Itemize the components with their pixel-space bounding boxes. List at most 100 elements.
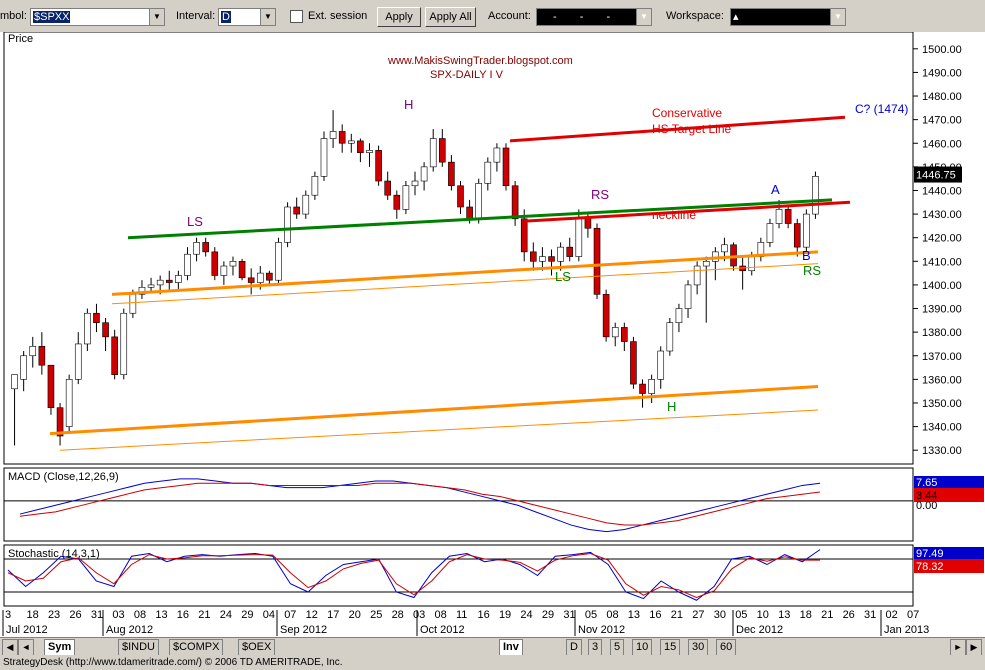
candle-body [812, 176, 819, 215]
y-tick-label: 1330.00 [922, 445, 962, 457]
apply-button[interactable]: Apply [377, 7, 421, 27]
candle-body [548, 256, 555, 262]
orange-lower-thin-line [59, 409, 819, 451]
x-tick-label: 03 [413, 609, 425, 621]
toolbar: mbol: $SPXX ▼ Interval: D ▼ Ext. session… [0, 0, 985, 33]
candle-body [38, 346, 46, 366]
x-month-label: Jan 2013 [884, 624, 929, 636]
interval-value: D [221, 11, 231, 23]
candle-body [639, 383, 646, 394]
candle-body [156, 279, 164, 286]
x-tick-label: 08 [606, 609, 618, 621]
candle-body [784, 209, 792, 224]
interval-combo[interactable]: D ▼ [218, 8, 276, 26]
candle-body [220, 265, 228, 276]
y-tick-label: 1430.00 [922, 209, 962, 221]
price-axis-label: Price [8, 33, 33, 45]
x-tick-label: 18 [26, 609, 38, 621]
tab-15[interactable]: 15 [660, 639, 681, 656]
candle-body [74, 343, 82, 380]
last-icon[interactable]: ▶ [966, 639, 982, 656]
candle-body [20, 355, 27, 380]
ext-session-checkbox[interactable] [290, 10, 303, 23]
candle-body [11, 374, 18, 390]
tab-indu[interactable]: $INDU [118, 639, 160, 656]
candle-body [211, 251, 219, 276]
candle-body [93, 312, 100, 323]
x-month-label: Aug 2012 [106, 624, 153, 636]
x-tick-label: 13 [155, 609, 167, 621]
annotation-conservative: Conservative [652, 106, 722, 120]
symbol-combo[interactable]: $SPXX ▼ [30, 8, 165, 26]
next-icon[interactable]: ► [950, 639, 966, 656]
candle-body [420, 166, 428, 182]
x-tick-label: 11 [456, 609, 467, 621]
x-month-label: Jul 2012 [6, 624, 48, 636]
candle-body [520, 218, 528, 253]
candle-body [320, 138, 328, 177]
orange-upper-line [111, 250, 819, 296]
candle-body [138, 286, 146, 295]
candle-body [347, 140, 355, 144]
x-tick-label: 19 [499, 609, 511, 621]
chevron-down-icon[interactable]: ▼ [149, 9, 164, 25]
candle-body [256, 272, 264, 283]
tab-5[interactable]: 5 [610, 639, 625, 656]
candle-body [247, 277, 255, 283]
candle-body [666, 322, 674, 352]
tab-compx[interactable]: $COMPX [169, 639, 224, 656]
account-label: Account: [488, 10, 531, 22]
first-icon[interactable]: ◀ [2, 639, 18, 656]
candle-body [575, 218, 583, 257]
candle-body [84, 312, 91, 345]
macd-signal-line [19, 482, 821, 526]
candle-body [457, 185, 464, 208]
macd-pane-border [3, 467, 914, 542]
candle-body [648, 379, 655, 394]
x-tick-label: 16 [177, 609, 189, 621]
x-tick-label: 31 [563, 609, 575, 621]
candle-body [775, 209, 783, 224]
candle-body [429, 138, 437, 168]
candle-body [448, 161, 455, 187]
x-tick-label: 30 [714, 609, 726, 621]
candle-body [702, 261, 710, 267]
x-tick-label: 08 [435, 609, 447, 621]
macd-value-1: 7.65 [916, 477, 937, 489]
x-tick-label: 02 [886, 609, 898, 621]
workspace-combo[interactable]: ▴ ▼ [730, 8, 846, 26]
prev-icon[interactable]: ◄ [18, 639, 34, 656]
tab-10[interactable]: 10 [632, 639, 653, 656]
candle-body [593, 227, 601, 295]
annotation-rs1: RS [591, 187, 609, 202]
candle-body [566, 246, 574, 257]
x-tick-label: 3 [5, 609, 11, 621]
tab-3[interactable]: 3 [588, 639, 603, 656]
candle-body [493, 147, 501, 163]
x-tick-label: 29 [542, 609, 554, 621]
chevron-down-icon[interactable]: ▼ [830, 9, 845, 25]
tab-oex[interactable]: $OEX [238, 639, 276, 656]
candle-body [111, 336, 118, 375]
account-combo[interactable]: - - - ▼ [536, 8, 652, 26]
x-tick-label: 25 [370, 609, 382, 621]
tab-inv[interactable]: Inv [499, 639, 523, 656]
chevron-down-icon[interactable]: ▼ [636, 9, 651, 25]
y-tick-label: 1340.00 [922, 422, 962, 434]
tab-sym[interactable]: Sym [44, 639, 76, 656]
candle-body [411, 180, 419, 187]
candle-body [238, 261, 246, 279]
annotation-h2: H [667, 399, 676, 414]
tab-30[interactable]: 30 [688, 639, 709, 656]
tab-d[interactable]: D [566, 639, 582, 656]
stoch-d-line [7, 552, 820, 599]
hs-target-line [509, 115, 846, 143]
chevron-down-icon[interactable]: ▼ [260, 9, 275, 25]
symbol-value: $SPXX [33, 11, 71, 23]
y-tick-label: 1470.00 [922, 115, 962, 127]
tab-60[interactable]: 60 [716, 639, 737, 656]
candle-body [202, 242, 209, 253]
apply-all-button[interactable]: Apply All [425, 7, 476, 27]
candle-body [793, 223, 801, 248]
green-trendline [127, 198, 833, 240]
